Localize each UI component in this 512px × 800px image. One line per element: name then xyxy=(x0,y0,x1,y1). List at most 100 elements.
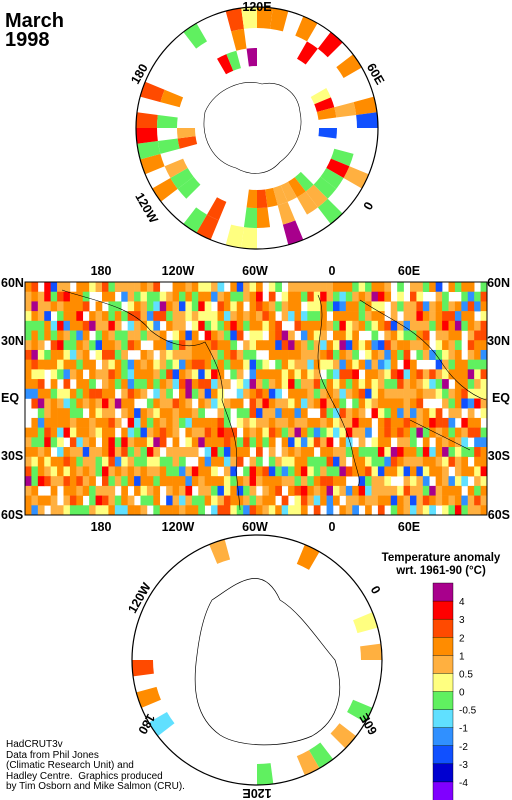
anomaly-cell xyxy=(185,379,193,390)
anomaly-cell xyxy=(256,476,263,487)
anomaly-cell xyxy=(50,379,58,390)
anomaly-cell xyxy=(403,388,411,399)
anomaly-cell xyxy=(185,427,193,438)
anomaly-cell xyxy=(320,408,327,419)
polar-anomaly-cell xyxy=(246,48,257,67)
anomaly-cell xyxy=(127,320,135,331)
anomaly-cell xyxy=(95,447,103,458)
anomaly-cell xyxy=(416,456,424,467)
anomaly-cell xyxy=(82,456,90,467)
anomaly-cell xyxy=(371,476,379,487)
anomaly-cell xyxy=(256,311,263,322)
anomaly-cell xyxy=(307,485,315,496)
anomaly-cell xyxy=(243,349,250,360)
anomaly-cell xyxy=(352,330,359,341)
anomaly-cell xyxy=(191,466,199,477)
anomaly-cell xyxy=(300,291,308,302)
anomaly-cell xyxy=(146,369,154,380)
anomaly-cell xyxy=(179,398,186,409)
anomaly-cell xyxy=(57,301,64,312)
anomaly-cell xyxy=(390,369,398,380)
anomaly-cell xyxy=(37,330,45,341)
anomaly-cell xyxy=(204,301,212,312)
anomaly-cell xyxy=(307,495,315,506)
polar-anomaly-cell xyxy=(309,742,334,769)
anomaly-cell xyxy=(416,379,424,390)
anomaly-cell xyxy=(467,320,475,331)
anomaly-cell xyxy=(114,320,122,331)
anomaly-cell xyxy=(108,388,116,399)
left-lat-label: 30S xyxy=(1,449,23,463)
anomaly-cell xyxy=(397,505,404,515)
anomaly-cell xyxy=(474,476,481,487)
anomaly-cell xyxy=(153,320,161,331)
anomaly-cell xyxy=(185,301,193,312)
anomaly-cell xyxy=(102,427,109,438)
anomaly-cell xyxy=(416,466,424,477)
anomaly-cell xyxy=(82,466,90,477)
credits-line: HadCRUT3v xyxy=(6,739,63,750)
anomaly-cell xyxy=(352,417,359,428)
anomaly-cell xyxy=(217,282,225,293)
anomaly-cell xyxy=(390,505,398,515)
anomaly-cell xyxy=(57,408,64,419)
anomaly-cell xyxy=(108,320,116,331)
anomaly-cell xyxy=(384,291,392,302)
anomaly-cell xyxy=(358,456,366,467)
anomaly-cell xyxy=(191,301,199,312)
anomaly-cell xyxy=(333,330,340,341)
anomaly-cell xyxy=(121,427,128,438)
anomaly-cell xyxy=(345,388,353,399)
anomaly-cell xyxy=(377,447,385,458)
anomaly-cell xyxy=(333,456,340,467)
anomaly-cell xyxy=(127,340,135,351)
anomaly-cell xyxy=(217,379,225,390)
bottom-lon-label: 60W xyxy=(242,520,268,534)
anomaly-cell xyxy=(377,476,385,487)
anomaly-cell xyxy=(37,388,45,399)
anomaly-cell xyxy=(134,311,141,322)
anomaly-cell xyxy=(320,398,327,409)
anomaly-cell xyxy=(223,476,231,487)
anomaly-cell xyxy=(172,447,180,458)
anomaly-cell xyxy=(377,301,385,312)
anomaly-cell xyxy=(281,417,289,428)
anomaly-cell xyxy=(377,456,385,467)
anomaly-cell xyxy=(371,408,379,419)
anomaly-cell xyxy=(31,456,39,467)
anomaly-cell xyxy=(358,379,366,390)
anomaly-cell xyxy=(230,427,238,438)
polar-anomaly-cell xyxy=(297,191,318,215)
anomaly-cell xyxy=(146,456,154,467)
anomaly-cell xyxy=(268,398,276,409)
polar-anomaly-cell xyxy=(177,128,196,139)
anomaly-cell xyxy=(390,340,398,351)
anomaly-cell xyxy=(25,291,32,302)
anomaly-cell xyxy=(204,340,212,351)
anomaly-cell xyxy=(89,369,96,380)
anomaly-cell xyxy=(25,301,32,312)
anomaly-cell xyxy=(211,349,218,360)
anomaly-cell xyxy=(69,408,77,419)
anomaly-cell xyxy=(339,398,347,409)
anomaly-cell xyxy=(467,330,475,341)
polar-anomaly-cell xyxy=(330,723,357,749)
anomaly-cell xyxy=(37,437,45,448)
anomaly-cell xyxy=(159,311,167,322)
credits-block: HadCRUT3v Data from Phil Jones (Climatic R… xyxy=(6,739,185,793)
anomaly-cell xyxy=(44,456,51,467)
anomaly-cell xyxy=(50,485,58,496)
anomaly-cell xyxy=(416,320,424,331)
anomaly-cell xyxy=(243,447,250,458)
anomaly-cell xyxy=(384,417,392,428)
anomaly-cell xyxy=(275,398,282,409)
anomaly-cell xyxy=(474,291,481,302)
anomaly-cell xyxy=(358,301,366,312)
top-lon-label: 60E xyxy=(398,264,420,278)
anomaly-cell xyxy=(480,456,487,467)
anomaly-cell xyxy=(474,330,481,341)
anomaly-cell xyxy=(211,379,218,390)
anomaly-cell xyxy=(365,379,372,390)
anomaly-cell xyxy=(345,359,353,370)
anomaly-cell xyxy=(416,330,424,341)
